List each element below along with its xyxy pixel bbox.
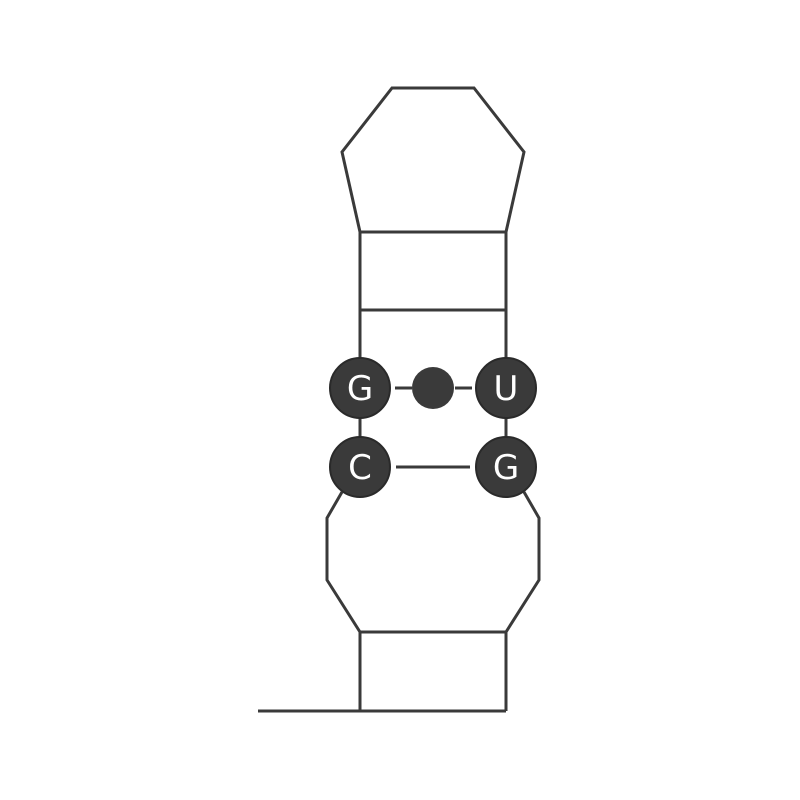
base-g-right: G <box>475 436 537 498</box>
base-g-left: G <box>329 357 391 419</box>
internal-loop-right <box>504 491 541 633</box>
internal-loop-left <box>325 491 362 633</box>
base-u-right: U <box>475 357 537 419</box>
base-c-left-circle <box>329 436 391 498</box>
base-c-left-label: C <box>348 448 372 488</box>
base-g-right-label: G <box>493 448 519 488</box>
base-u-right-label: U <box>494 369 519 409</box>
hairpin-loop <box>340 86 526 233</box>
base-u-right-circle <box>475 357 537 419</box>
base-g-right-circle <box>475 436 537 498</box>
base-c-left: C <box>329 436 391 498</box>
wobble-pair-dot <box>412 367 454 409</box>
base-g-left-label: G <box>347 369 373 409</box>
base-g-left-circle <box>329 357 391 419</box>
